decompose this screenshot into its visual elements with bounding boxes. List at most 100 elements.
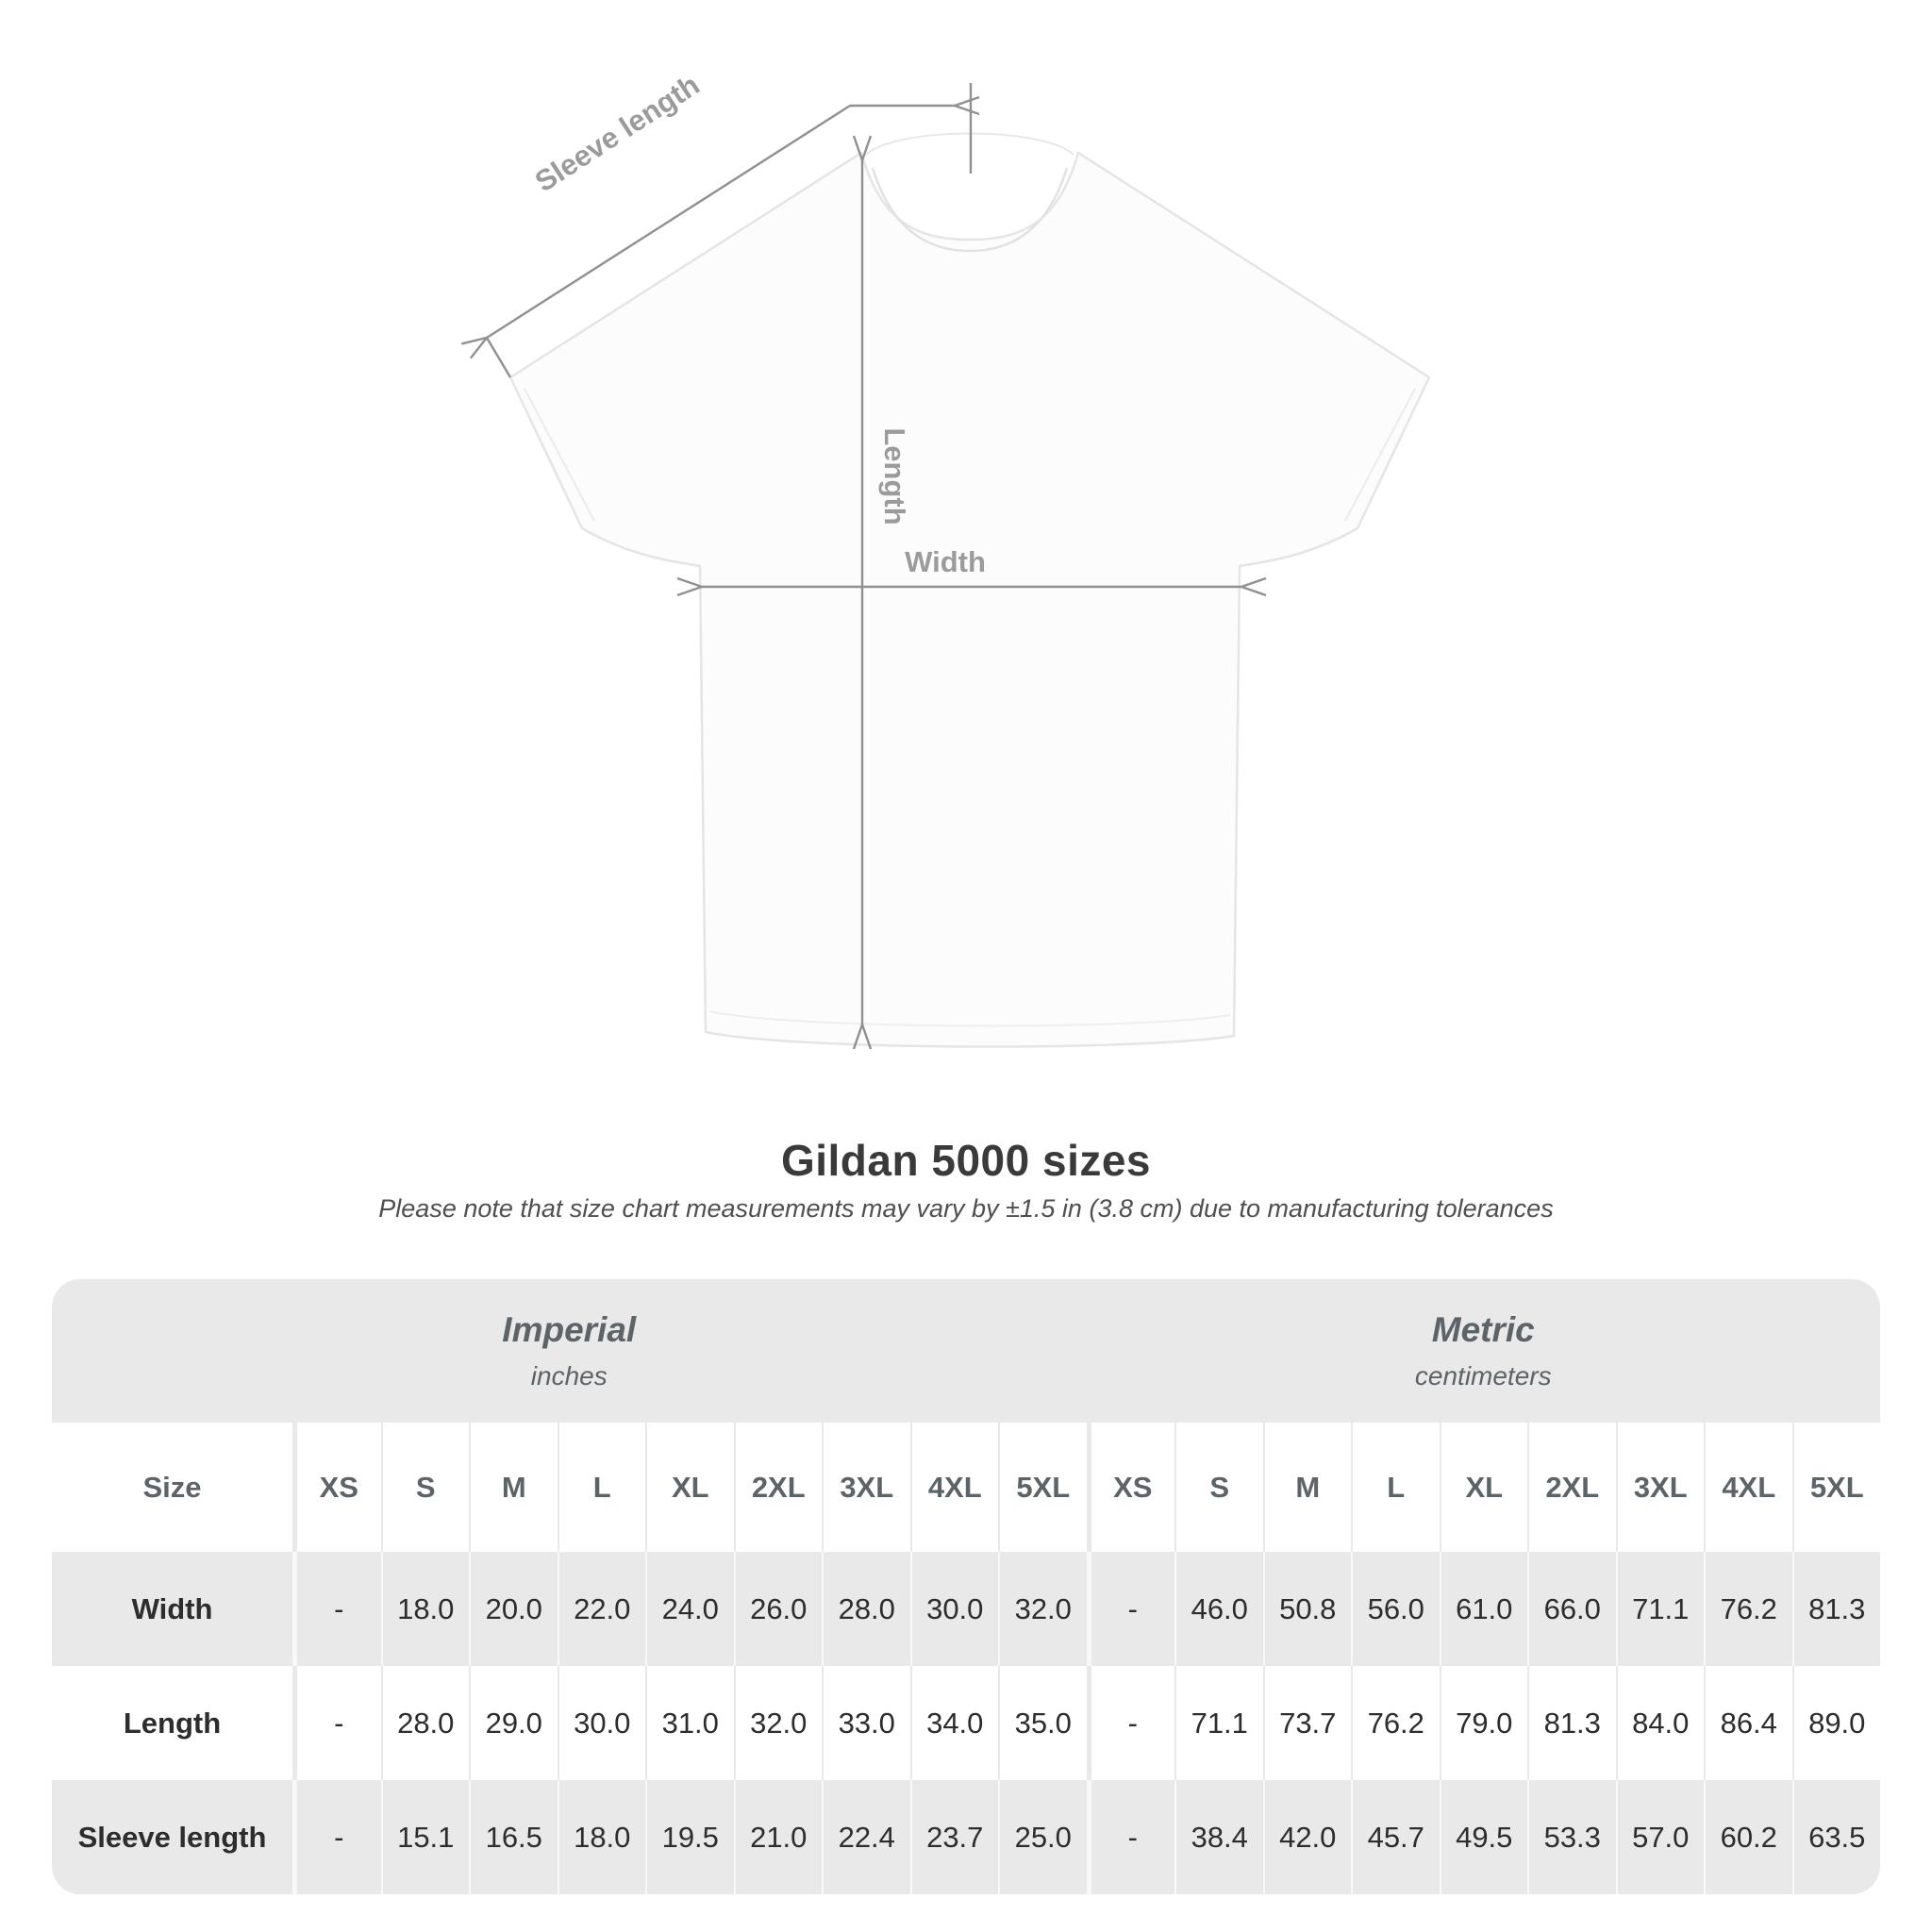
cell-length-7: 34.0 — [909, 1666, 998, 1780]
cell-width-10: 46.0 — [1174, 1552, 1263, 1666]
col-header-s-imperial: S — [380, 1423, 469, 1552]
cell-length-8: 35.0 — [998, 1666, 1087, 1780]
cell-sleeve-length-14: 53.3 — [1527, 1780, 1616, 1894]
cell-length-10: 71.1 — [1174, 1666, 1263, 1780]
cell-sleeve-length-12: 45.7 — [1351, 1780, 1440, 1894]
row-label-sleeve-length: Sleeve length — [52, 1780, 292, 1894]
size-header-label: Size — [52, 1423, 292, 1552]
col-header-xl-imperial: XL — [645, 1423, 734, 1552]
col-header-m-metric: M — [1262, 1423, 1351, 1552]
table-row-sleeve-length: Sleeve length -15.1 16.5 18.0 19.5 21.0 22.4 23… — [52, 1780, 1880, 1894]
cell-length-5: 32.0 — [733, 1666, 822, 1780]
cell-length-6: 33.0 — [822, 1666, 910, 1780]
length-label: Length — [878, 427, 911, 525]
unit-subtitle: centimeters — [1414, 1361, 1552, 1391]
cell-width-15: 71.1 — [1615, 1552, 1704, 1666]
col-header-3xl-imperial: 3XL — [822, 1423, 910, 1552]
cell-length-4: 31.0 — [645, 1666, 734, 1780]
cell-length-0: - — [292, 1666, 381, 1780]
cell-length-3: 30.0 — [557, 1666, 645, 1780]
col-header-5xl-imperial: 5XL — [998, 1423, 1087, 1552]
cell-width-12: 56.0 — [1351, 1552, 1440, 1666]
cell-sleeve-length-2: 16.5 — [469, 1780, 558, 1894]
row-label-width: Width — [52, 1552, 292, 1666]
cell-length-11: 73.7 — [1262, 1666, 1351, 1780]
unit-title: Imperial — [502, 1310, 637, 1349]
cell-sleeve-length-5: 21.0 — [733, 1780, 822, 1894]
col-header-2xl-imperial: 2XL — [733, 1423, 822, 1552]
col-header-2xl-metric: 2XL — [1527, 1423, 1616, 1552]
cell-width-0: - — [292, 1552, 381, 1666]
cell-sleeve-length-15: 57.0 — [1615, 1780, 1704, 1894]
cell-sleeve-length-11: 42.0 — [1262, 1780, 1351, 1894]
unit-title: Metric — [1431, 1310, 1535, 1349]
sleeve-length-arrow-tail — [485, 337, 512, 378]
cell-width-9: - — [1086, 1552, 1174, 1666]
cell-width-5: 26.0 — [733, 1552, 822, 1666]
sleeve-length-arrow — [460, 104, 851, 359]
col-header-3xl-metric: 3XL — [1615, 1423, 1704, 1552]
cell-length-2: 29.0 — [469, 1666, 558, 1780]
col-header-xs-imperial: XS — [292, 1423, 381, 1552]
right-cuff-seam — [1344, 388, 1416, 522]
cell-width-14: 66.0 — [1527, 1552, 1616, 1666]
cell-sleeve-length-3: 18.0 — [557, 1780, 645, 1894]
unit-header-imperial: Imperial inches — [52, 1279, 1087, 1423]
cell-width-16: 76.2 — [1704, 1552, 1792, 1666]
collar-inner-line — [871, 167, 1069, 253]
cell-sleeve-length-1: 15.1 — [380, 1780, 469, 1894]
hem-stitch-line — [708, 1010, 1231, 1027]
cell-width-8: 32.0 — [998, 1552, 1087, 1666]
sleeve-length-label: Sleeve length — [529, 68, 706, 198]
unit-subtitle: inches — [530, 1361, 608, 1391]
cell-sleeve-length-10: 38.4 — [1174, 1780, 1263, 1894]
col-header-m-imperial: M — [469, 1423, 558, 1552]
cell-sleeve-length-6: 22.4 — [822, 1780, 910, 1894]
tshirt-measurement-diagram: Sleeve length Length Width — [460, 68, 1431, 1050]
cell-width-4: 24.0 — [645, 1552, 734, 1666]
tshirt-body — [508, 151, 1431, 1048]
cell-sleeve-length-7: 23.7 — [909, 1780, 998, 1894]
cell-length-1: 28.0 — [380, 1666, 469, 1780]
col-header-xl-metric: XL — [1439, 1423, 1527, 1552]
cell-sleeve-length-4: 19.5 — [645, 1780, 734, 1894]
cell-length-9: - — [1086, 1666, 1174, 1780]
size-table: Imperial inches Metric centimeters Size XS S M L… — [52, 1279, 1880, 1894]
cell-width-11: 50.8 — [1262, 1552, 1351, 1666]
page-title: Gildan 5000 sizes — [780, 1136, 1152, 1185]
cell-sleeve-length-16: 60.2 — [1704, 1780, 1792, 1894]
cell-sleeve-length-8: 25.0 — [998, 1780, 1087, 1894]
size-table-container: Imperial inches Metric centimeters Size XS S M L… — [52, 1279, 1880, 1894]
unit-header-metric: Metric centimeters — [1086, 1279, 1880, 1423]
tshirt-image — [508, 132, 1431, 1048]
tolerance-note: Please note that size chart measurements… — [378, 1194, 1554, 1223]
cell-width-17: 81.3 — [1791, 1552, 1880, 1666]
col-header-4xl-metric: 4XL — [1704, 1423, 1792, 1552]
col-header-5xl-metric: 5XL — [1791, 1423, 1880, 1552]
width-label: Width — [905, 545, 986, 578]
cell-length-13: 79.0 — [1439, 1666, 1527, 1780]
unit-header-row: Imperial inches Metric centimeters — [52, 1279, 1880, 1423]
cell-sleeve-length-9: - — [1086, 1780, 1174, 1894]
left-cuff-seam — [524, 388, 595, 522]
size-header-row: Size XS S M L XL 2XL 3XL 4XL 5XL XS S M L XL 2XL 3XL 4XL 5… — [52, 1423, 1880, 1552]
cell-length-14: 81.3 — [1527, 1666, 1616, 1780]
table-row-length: Length -28.0 29.0 30.0 31.0 32.0 33.0 34.0 35.0-… — [52, 1666, 1880, 1780]
cell-length-15: 84.0 — [1615, 1666, 1704, 1780]
cell-sleeve-length-17: 63.5 — [1791, 1780, 1880, 1894]
col-header-l-imperial: L — [557, 1423, 645, 1552]
col-header-l-metric: L — [1351, 1423, 1440, 1552]
cell-length-17: 89.0 — [1791, 1666, 1880, 1780]
col-header-4xl-imperial: 4XL — [909, 1423, 998, 1552]
table-row-width: Width -18.0 20.0 22.0 24.0 26.0 28.0 30.0 32.0-4… — [52, 1552, 1880, 1666]
cell-sleeve-length-13: 49.5 — [1439, 1780, 1527, 1894]
cell-length-12: 76.2 — [1351, 1666, 1440, 1780]
table-body: Imperial inches Metric centimeters Size XS S M L… — [52, 1279, 1880, 1894]
cell-width-2: 20.0 — [469, 1552, 558, 1666]
cell-sleeve-length-0: - — [292, 1780, 381, 1894]
col-header-s-metric: S — [1174, 1423, 1263, 1552]
row-label-length: Length — [52, 1666, 292, 1780]
cell-width-3: 22.0 — [557, 1552, 645, 1666]
cell-width-13: 61.0 — [1439, 1552, 1527, 1666]
cell-width-6: 28.0 — [822, 1552, 910, 1666]
